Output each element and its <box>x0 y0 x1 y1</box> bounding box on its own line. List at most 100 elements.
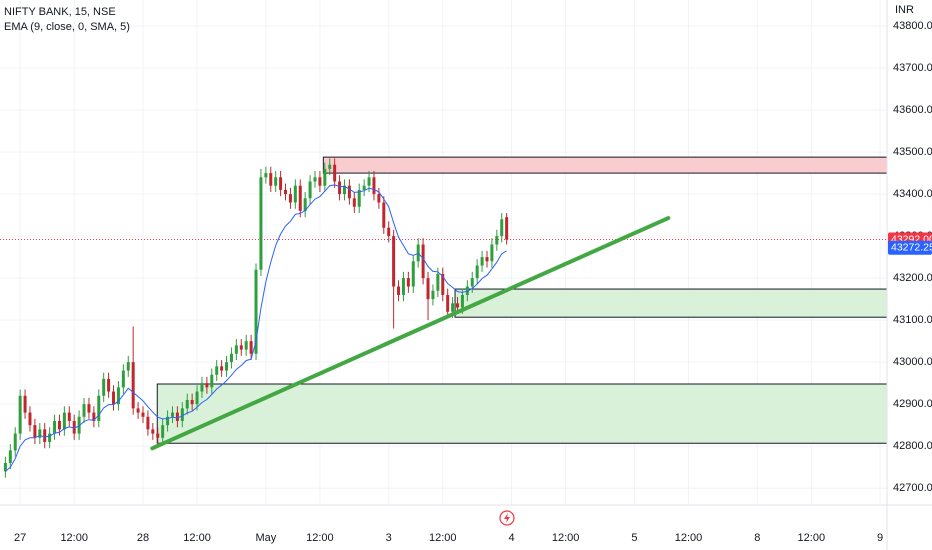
candle-body <box>112 391 116 405</box>
candle-body <box>8 450 12 463</box>
candle-body <box>82 404 86 417</box>
x-tick-label: May <box>255 532 276 544</box>
candle-body <box>126 362 130 371</box>
candle-body <box>161 425 165 438</box>
candle-body <box>475 265 479 279</box>
x-tick-label: 5 <box>631 532 637 544</box>
candle-body <box>367 177 371 186</box>
candle-body <box>347 185 351 199</box>
y-tick-label: 42700.00 <box>893 482 932 494</box>
x-tick-label: 8 <box>754 532 760 544</box>
x-tick-label: 3 <box>386 532 392 544</box>
candle-body <box>372 177 376 195</box>
candle-body <box>342 185 346 195</box>
candle-body <box>43 429 47 442</box>
candle-body <box>313 177 317 182</box>
candle-body <box>456 303 460 308</box>
candle-body <box>259 177 263 270</box>
candle-body <box>254 269 258 354</box>
y-tick-label: 42800.00 <box>893 440 932 452</box>
candle-body <box>190 399 194 405</box>
candle-body <box>357 189 361 207</box>
candle-body <box>229 353 233 363</box>
candle-body <box>436 273 440 291</box>
candle-body <box>220 366 224 371</box>
candle-body <box>107 378 111 392</box>
candle-body <box>234 345 238 354</box>
x-tick-label: 12:00 <box>675 532 703 544</box>
candle-body <box>210 374 214 388</box>
candle-body <box>151 429 155 434</box>
candle-body <box>146 416 150 430</box>
candle-body <box>500 219 504 237</box>
x-tick-label: 12:00 <box>552 532 580 544</box>
y-tick-label: 43800.00 <box>893 20 932 32</box>
y-tick-label: 43700.00 <box>893 62 932 74</box>
candle-body <box>303 198 307 211</box>
candle-body <box>426 278 430 300</box>
candle-body <box>293 185 297 203</box>
x-tick-label: 12:00 <box>798 532 826 544</box>
candle-body <box>495 236 499 245</box>
candle-body <box>387 227 391 237</box>
candle-body <box>269 173 273 186</box>
candle-body <box>451 303 455 312</box>
candle-body <box>116 387 120 405</box>
x-tick-label: 9 <box>877 532 883 544</box>
candle-body <box>333 164 337 182</box>
candle-body <box>102 378 106 396</box>
candle-body <box>382 202 386 228</box>
candle-body <box>441 273 445 295</box>
candle-body <box>136 408 140 413</box>
currency-label: INR <box>895 4 914 16</box>
candle-body <box>288 194 292 203</box>
candle-body <box>131 362 135 409</box>
candle-body <box>77 416 81 434</box>
candle-body <box>249 341 253 354</box>
trend-line <box>150 216 671 451</box>
candle-body <box>48 433 52 442</box>
candle-body <box>97 395 101 421</box>
candle-body <box>244 341 248 350</box>
candle-body <box>318 177 322 186</box>
candle-body <box>490 244 494 262</box>
candle-body <box>141 412 145 417</box>
candle-body <box>397 286 401 295</box>
candle-body <box>239 345 243 350</box>
ema-line <box>5 184 507 472</box>
candle-body <box>338 181 342 195</box>
x-tick-label: 28 <box>137 532 149 544</box>
price-label: 43272.25 <box>891 242 932 254</box>
candle-body <box>200 383 204 392</box>
candle-body <box>362 185 366 190</box>
candle-body <box>13 433 17 451</box>
candle-body <box>175 412 179 421</box>
zone <box>322 156 888 174</box>
replay-icon[interactable] <box>499 510 515 526</box>
candle-body <box>485 257 489 262</box>
x-tick-label: 27 <box>14 532 26 544</box>
candle-body <box>411 261 415 287</box>
candle-body <box>377 194 381 203</box>
candle-body <box>480 257 484 266</box>
chart-title: NIFTY BANK, 15, NSE <box>4 6 116 18</box>
candle-body <box>446 294 450 312</box>
x-tick-label: 12:00 <box>429 532 457 544</box>
candle-body <box>18 395 22 434</box>
candle-body <box>323 168 327 186</box>
candle-body <box>195 391 199 405</box>
candle-body <box>264 173 268 178</box>
x-tick-label: 4 <box>508 532 514 544</box>
candle-body <box>33 425 37 438</box>
candle-body <box>72 420 76 434</box>
candle-body <box>421 244 425 279</box>
candle-body <box>225 362 229 371</box>
candle-body <box>401 278 405 295</box>
candle-body <box>185 399 189 409</box>
y-tick-label: 43000.00 <box>893 356 932 368</box>
candle-body <box>3 462 7 472</box>
candle-body <box>121 370 125 388</box>
candle-body <box>53 420 57 434</box>
